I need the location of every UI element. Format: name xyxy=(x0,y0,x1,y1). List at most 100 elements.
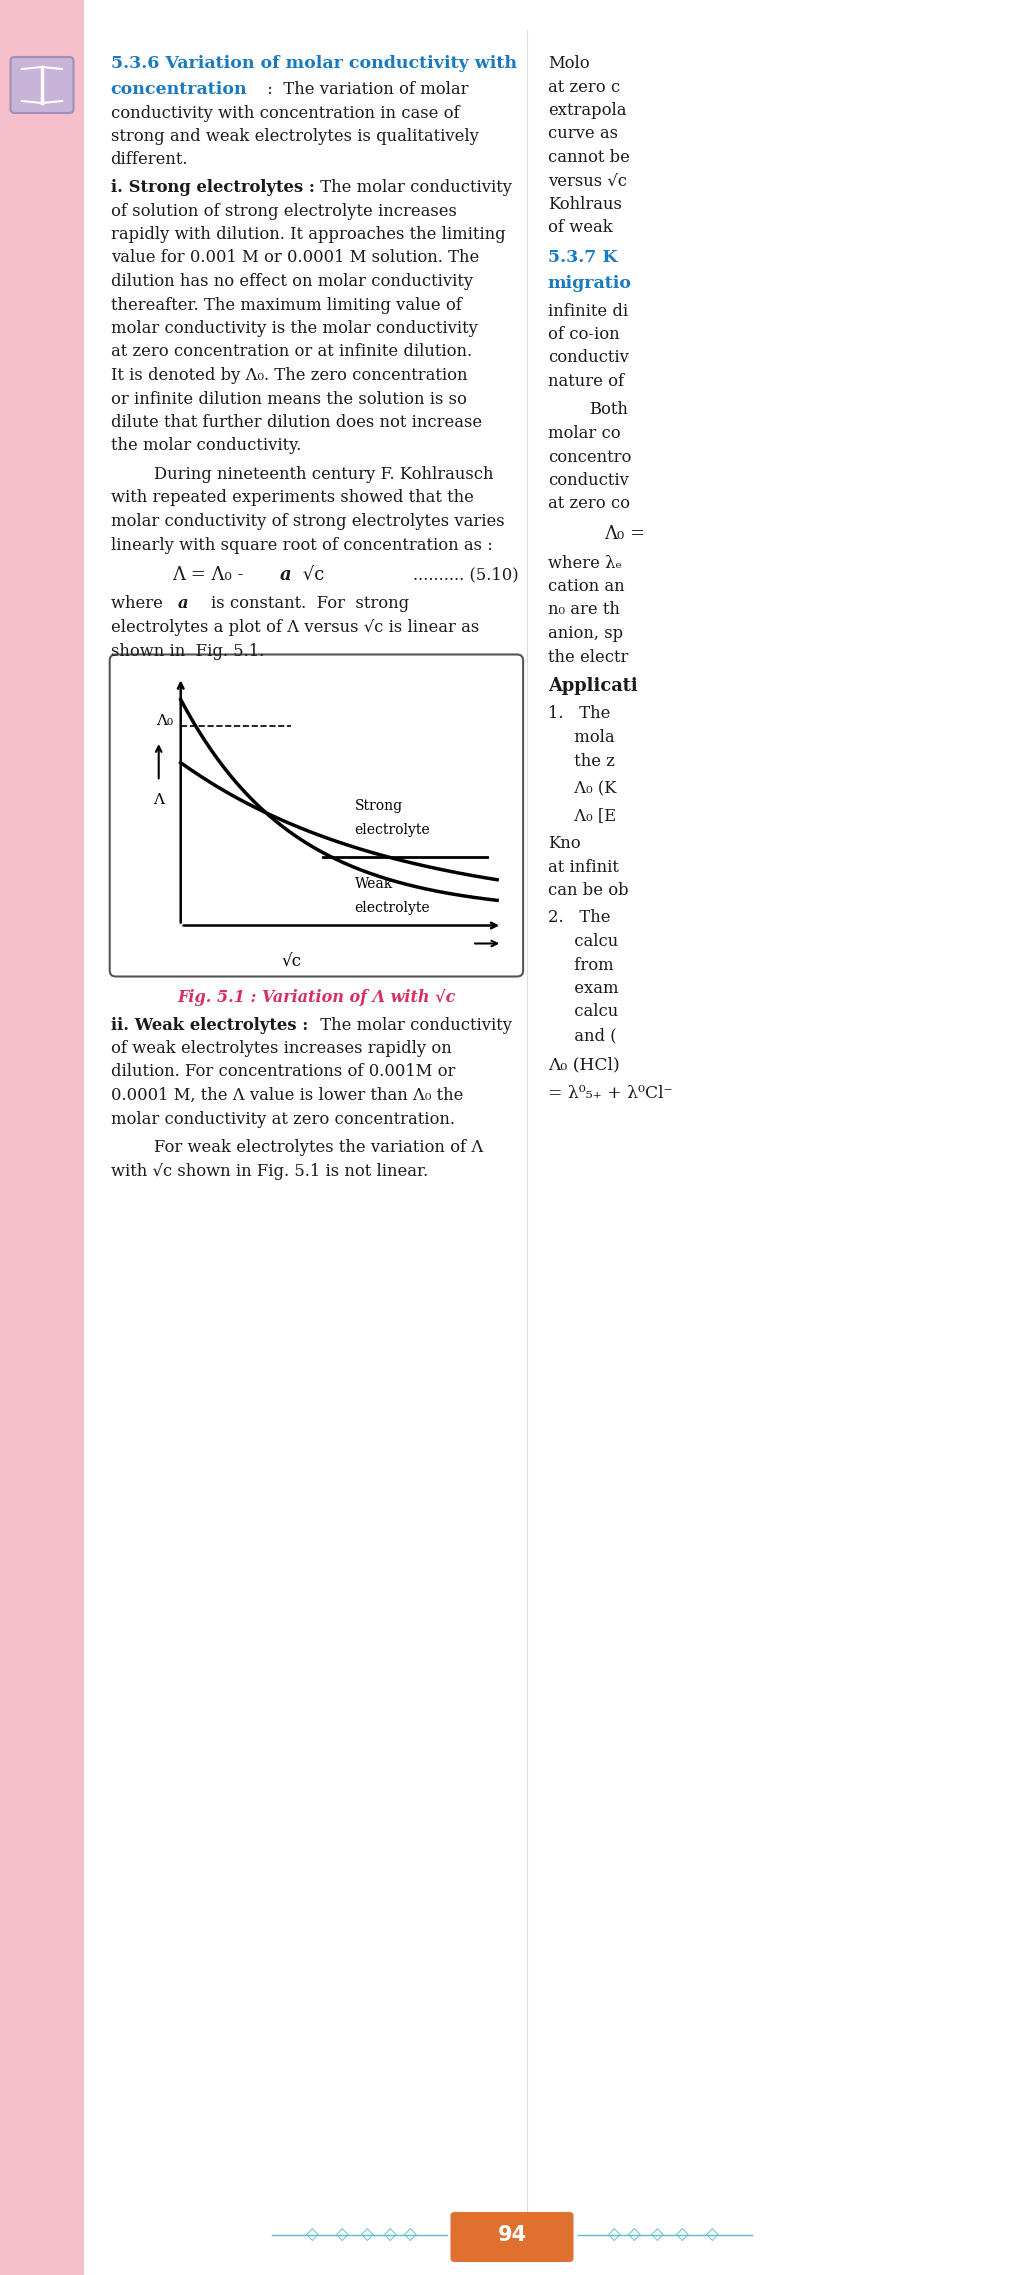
Text: Λ₀ (HCl): Λ₀ (HCl) xyxy=(548,1056,620,1074)
Text: versus √c: versus √c xyxy=(548,173,627,189)
Text: n₀ are th: n₀ are th xyxy=(548,601,620,619)
Text: Λ₀ =: Λ₀ = xyxy=(604,526,645,544)
Text: electrolyte: electrolyte xyxy=(354,901,430,915)
Text: ◇: ◇ xyxy=(305,2225,318,2243)
Text: calcu: calcu xyxy=(548,1003,618,1021)
Text: Fig. 5.1 : Variation of Λ with √c: Fig. 5.1 : Variation of Λ with √c xyxy=(177,990,456,1006)
Text: For weak electrolytes the variation of Λ: For weak electrolytes the variation of Λ xyxy=(154,1140,483,1156)
Text: with √c shown in Fig. 5.1 is not linear.: with √c shown in Fig. 5.1 is not linear. xyxy=(111,1163,428,1178)
Text: where λₑ: where λₑ xyxy=(548,555,622,571)
Text: Both: Both xyxy=(589,400,628,419)
Text: conductivity with concentration in case of: conductivity with concentration in case … xyxy=(111,105,459,121)
Text: √c: √c xyxy=(297,566,325,585)
Text: rapidly with dilution. It approaches the limiting: rapidly with dilution. It approaches the… xyxy=(111,225,505,243)
Text: at zero c: at zero c xyxy=(548,80,620,96)
Text: curve as: curve as xyxy=(548,125,617,143)
Text: ◇: ◇ xyxy=(336,2225,348,2243)
Text: where: where xyxy=(111,596,173,612)
Text: molar conductivity is the molar conductivity: molar conductivity is the molar conducti… xyxy=(111,321,477,337)
Text: at infinit: at infinit xyxy=(548,858,618,876)
Text: The molar conductivity: The molar conductivity xyxy=(315,1017,512,1033)
Text: of co-ion: of co-ion xyxy=(548,325,620,344)
Text: infinite di: infinite di xyxy=(548,303,628,318)
Text: concentro: concentro xyxy=(548,448,631,466)
Text: or infinite dilution means the solution is so: or infinite dilution means the solution … xyxy=(111,391,467,407)
Text: nature of: nature of xyxy=(548,373,624,389)
Text: During nineteenth century F. Kohlrausch: During nineteenth century F. Kohlrausch xyxy=(154,466,494,482)
Text: migratio: migratio xyxy=(548,275,632,291)
Text: 1.   The: 1. The xyxy=(548,705,610,723)
Text: .......... (5.10): .......... (5.10) xyxy=(413,566,518,582)
Text: ii. Weak electrolytes :: ii. Weak electrolytes : xyxy=(111,1017,308,1033)
Text: of solution of strong electrolyte increases: of solution of strong electrolyte increa… xyxy=(111,202,457,218)
Text: thereafter. The maximum limiting value of: thereafter. The maximum limiting value o… xyxy=(111,296,462,314)
Text: value for 0.001 M or 0.0001 M solution. The: value for 0.001 M or 0.0001 M solution. … xyxy=(111,250,479,266)
Text: of weak electrolytes increases rapidly on: of weak electrolytes increases rapidly o… xyxy=(111,1040,452,1058)
Text: :  The variation of molar: : The variation of molar xyxy=(262,82,469,98)
Text: Λ: Λ xyxy=(154,794,164,808)
Text: 5.3.6 Variation of molar conductivity with: 5.3.6 Variation of molar conductivity wi… xyxy=(111,55,516,73)
FancyBboxPatch shape xyxy=(451,2211,573,2261)
Text: linearly with square root of concentration as :: linearly with square root of concentrati… xyxy=(111,537,493,553)
Text: of weak: of weak xyxy=(548,218,612,237)
Text: ◇: ◇ xyxy=(360,2225,374,2243)
Text: the molar conductivity.: the molar conductivity. xyxy=(111,437,301,455)
Text: Kno: Kno xyxy=(548,835,581,853)
Text: ◇: ◇ xyxy=(676,2225,688,2243)
Text: ◇: ◇ xyxy=(607,2225,621,2243)
Text: at zero concentration or at infinite dilution.: at zero concentration or at infinite dil… xyxy=(111,344,472,359)
Text: strong and weak electrolytes is qualitatively: strong and weak electrolytes is qualitat… xyxy=(111,127,478,146)
Text: ◇: ◇ xyxy=(628,2225,640,2243)
Text: molar conductivity of strong electrolytes varies: molar conductivity of strong electrolyte… xyxy=(111,512,504,530)
Text: anion, sp: anion, sp xyxy=(548,626,623,642)
Text: at zero co: at zero co xyxy=(548,496,630,512)
Text: molar conductivity at zero concentration.: molar conductivity at zero concentration… xyxy=(111,1110,455,1128)
Text: different.: different. xyxy=(111,152,188,168)
Text: conductiv: conductiv xyxy=(548,350,629,366)
FancyBboxPatch shape xyxy=(110,655,523,976)
Text: Λ₀: Λ₀ xyxy=(156,714,173,728)
Text: 94: 94 xyxy=(498,2225,526,2245)
Text: dilute that further dilution does not increase: dilute that further dilution does not in… xyxy=(111,414,481,430)
Text: electrolytes a plot of Λ versus √c is linear as: electrolytes a plot of Λ versus √c is li… xyxy=(111,619,479,637)
Text: Λ₀ [E: Λ₀ [E xyxy=(548,808,616,824)
Text: Strong: Strong xyxy=(354,799,402,812)
Bar xyxy=(0,0,84,2275)
Text: extrapola: extrapola xyxy=(548,102,627,118)
Text: ◇: ◇ xyxy=(403,2225,417,2243)
Text: i. Strong electrolytes :: i. Strong electrolytes : xyxy=(111,180,314,196)
Text: dilution. For concentrations of 0.001M or: dilution. For concentrations of 0.001M o… xyxy=(111,1062,455,1081)
Text: cannot be: cannot be xyxy=(548,148,630,166)
Text: Weak: Weak xyxy=(354,876,393,892)
Text: = λ⁰₅₊ + λ⁰Cl⁻: = λ⁰₅₊ + λ⁰Cl⁻ xyxy=(548,1085,673,1101)
Text: a: a xyxy=(280,566,291,585)
Text: dilution has no effect on molar conductivity: dilution has no effect on molar conducti… xyxy=(111,273,473,289)
Text: the z: the z xyxy=(548,753,614,769)
Text: shown in  Fig. 5.1.: shown in Fig. 5.1. xyxy=(111,642,264,660)
Text: can be ob: can be ob xyxy=(548,883,629,899)
Text: ◇: ◇ xyxy=(650,2225,664,2243)
Text: Kohlraus: Kohlraus xyxy=(548,196,622,214)
Text: 2.   The: 2. The xyxy=(548,910,610,926)
Text: It is denoted by Λ₀. The zero concentration: It is denoted by Λ₀. The zero concentrat… xyxy=(111,366,467,384)
Text: the electr: the electr xyxy=(548,648,628,667)
Text: cation an: cation an xyxy=(548,578,625,596)
Text: 0.0001 M, the Λ value is lower than Λ₀ the: 0.0001 M, the Λ value is lower than Λ₀ t… xyxy=(111,1087,463,1103)
Text: a: a xyxy=(178,596,188,612)
Text: Molo: Molo xyxy=(548,55,590,73)
Text: 5.3.7 K: 5.3.7 K xyxy=(548,248,617,266)
Text: √c: √c xyxy=(282,953,301,971)
Text: with repeated experiments showed that the: with repeated experiments showed that th… xyxy=(111,489,473,507)
Text: ◇: ◇ xyxy=(706,2225,719,2243)
Text: ◇: ◇ xyxy=(384,2225,396,2243)
Text: conductiv: conductiv xyxy=(548,471,629,489)
Text: mola: mola xyxy=(548,728,614,746)
Text: exam: exam xyxy=(548,981,618,996)
Text: The molar conductivity: The molar conductivity xyxy=(315,180,512,196)
Text: is constant.  For  strong: is constant. For strong xyxy=(190,596,410,612)
Text: and (: and ( xyxy=(548,1026,616,1044)
Text: electrolyte: electrolyte xyxy=(354,824,430,837)
Text: Λ₀ (K: Λ₀ (K xyxy=(548,780,616,796)
Text: concentration: concentration xyxy=(111,82,247,98)
Text: molar co: molar co xyxy=(548,425,621,441)
